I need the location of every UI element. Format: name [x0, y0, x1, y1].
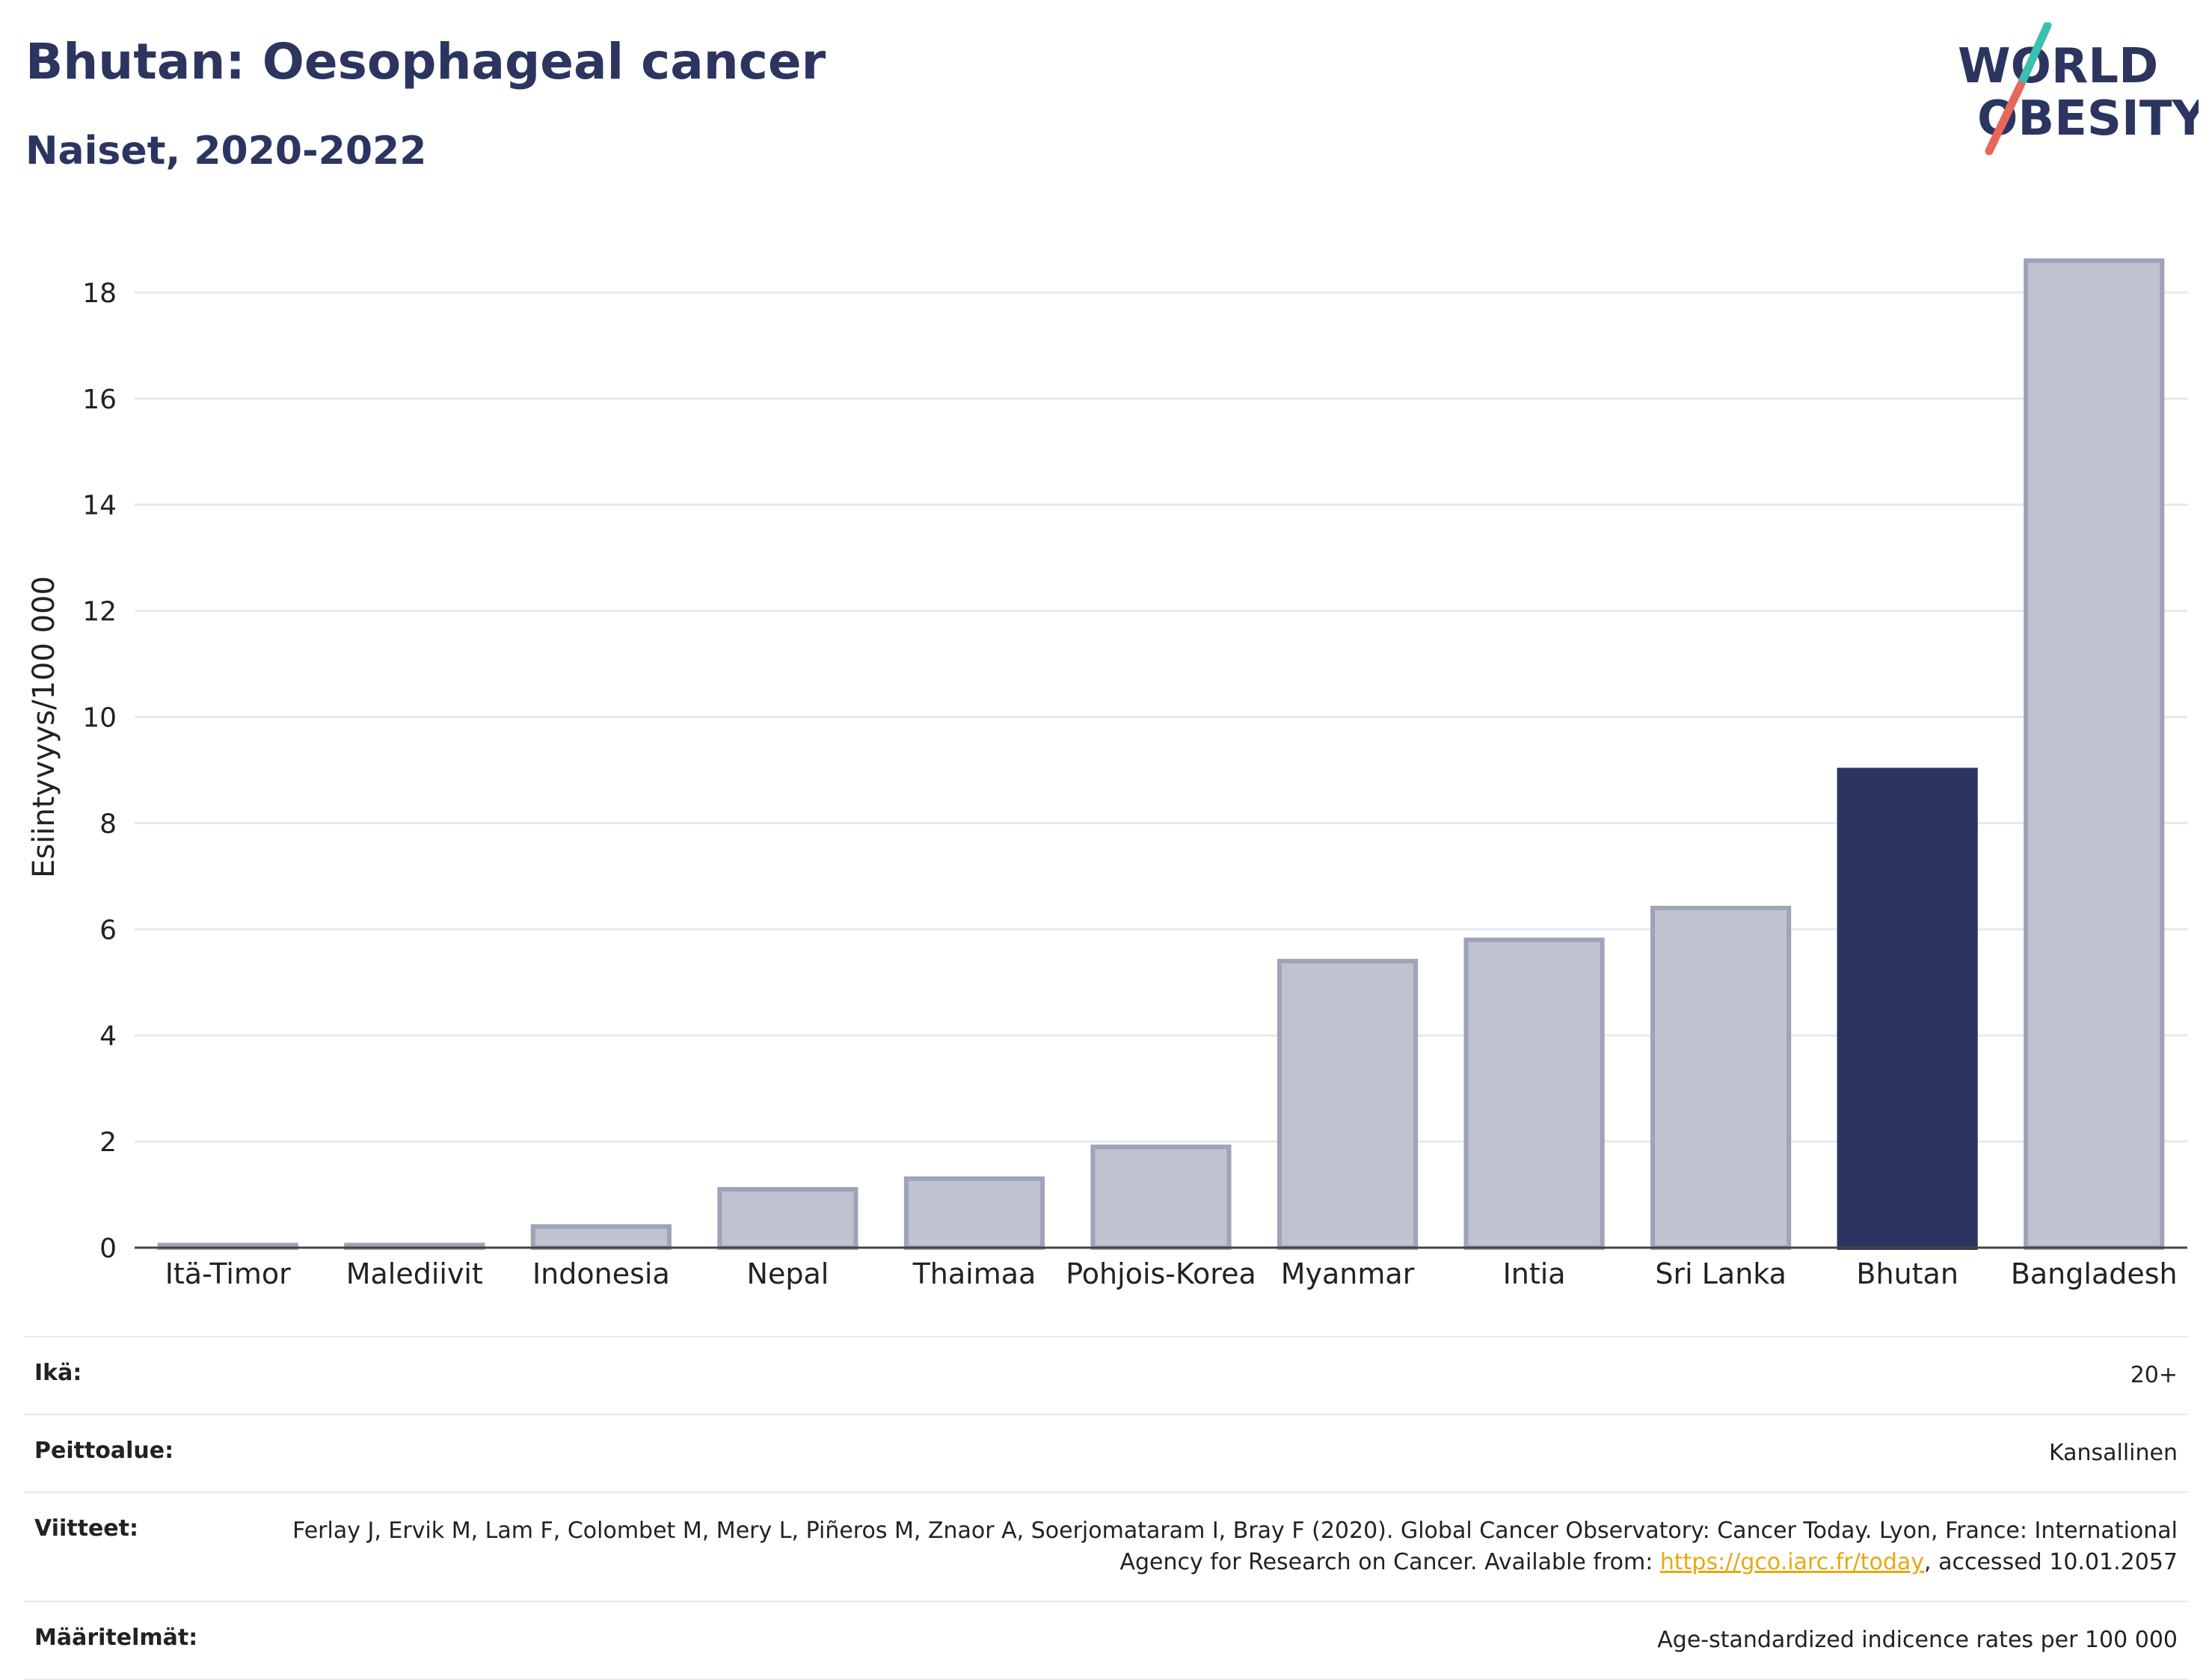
references-link[interactable]: https://gco.iarc.fr/today: [1659, 1549, 1925, 1575]
bar-bangladesh: [2024, 258, 2165, 1251]
coverage-value: Kansallinen: [269, 1414, 2188, 1493]
chart-subtitle: Naiset, 2020-2022: [25, 129, 427, 174]
logo-line1: WORLD: [1958, 39, 2158, 94]
references-text-2: , accessed 10.01.2057: [1924, 1549, 2178, 1575]
x-category-label: Pohjois-Korea: [1066, 1257, 1256, 1290]
x-category-label: Intia: [1503, 1257, 1566, 1290]
bars: [157, 258, 2165, 1251]
age-value: 20+: [269, 1336, 2188, 1415]
y-axis-title: Esiintyvyys/100 000: [27, 576, 61, 878]
y-tick-label: 16: [82, 384, 117, 415]
y-tick-label: 6: [99, 915, 117, 945]
y-tick-label: 10: [82, 703, 117, 734]
x-category-label: Bhutan: [1856, 1257, 1958, 1290]
references-value: Ferlay J, Ervik M, Lam F, Colombet M, Me…: [269, 1492, 2188, 1602]
x-category-label: Bangladesh: [2011, 1257, 2178, 1290]
y-tick-label: 8: [99, 809, 117, 839]
bar-myanmar: [1276, 958, 1419, 1250]
x-category-label: Myanmar: [1281, 1257, 1415, 1290]
info-row-definitions: Määritelmät: Age-standardized indicence …: [24, 1601, 2188, 1680]
definitions-value: Age-standardized indicence rates per 100…: [269, 1601, 2188, 1680]
bar-pohjois-korea: [1090, 1144, 1232, 1250]
bar-indonesia: [530, 1224, 672, 1251]
bar-sri-lanka: [1650, 905, 1792, 1251]
chart-title: Bhutan: Oesophageal cancer: [25, 33, 826, 91]
age-label: Ikä:: [24, 1336, 269, 1415]
x-category-labels: Itä-Timor Malediivit Indonesia Nepal Thaimaa…: [165, 1257, 2178, 1290]
bar-intia: [1463, 937, 1605, 1250]
y-tick-label: 4: [99, 1021, 117, 1052]
y-tick-label: 14: [82, 491, 117, 521]
x-category-label: Sri Lanka: [1655, 1257, 1787, 1290]
references-label: Viitteet:: [24, 1492, 269, 1602]
bar-bhutan: [1837, 767, 1978, 1250]
bar-thaimaa: [903, 1176, 1045, 1251]
y-tick-labels: 0 2 4 6 8 10 12 14 16 18: [82, 278, 117, 1264]
info-row-references: Viitteet: Ferlay J, Ervik M, Lam F, Colo…: [24, 1492, 2188, 1602]
y-tick-label: 2: [99, 1127, 117, 1158]
definitions-label: Määritelmät:: [24, 1601, 269, 1680]
logo-slash-top: [2016, 22, 2052, 90]
bar-nepal: [717, 1186, 858, 1250]
bar-chart: 0 2 4 6 8 10 12 14 16 18 Itä-Timor Malediivit Indon…: [27, 258, 2187, 1290]
x-category-label: Thaimaa: [912, 1257, 1036, 1290]
world-obesity-logo: WORLD OBESITY: [1958, 22, 2199, 156]
info-table: Ikä: 20+ Peittoalue: Kansallinen Viittee…: [24, 1336, 2188, 1680]
x-category-label: Malediivit: [346, 1257, 483, 1290]
references-text-1: Ferlay J, Ervik M, Lam F, Colombet M, Me…: [292, 1518, 2178, 1575]
x-category-label: Indonesia: [532, 1257, 670, 1290]
logo-slash-bottom: [1985, 81, 2025, 156]
coverage-label: Peittoalue:: [24, 1414, 269, 1493]
info-row-age: Ikä: 20+: [24, 1336, 2188, 1415]
info-row-coverage: Peittoalue: Kansallinen: [24, 1414, 2188, 1493]
y-tick-label: 18: [82, 278, 117, 309]
x-category-label: Itä-Timor: [165, 1257, 291, 1290]
y-tick-label: 12: [82, 597, 117, 628]
y-tick-label: 0: [99, 1233, 117, 1264]
x-category-label: Nepal: [747, 1257, 829, 1290]
